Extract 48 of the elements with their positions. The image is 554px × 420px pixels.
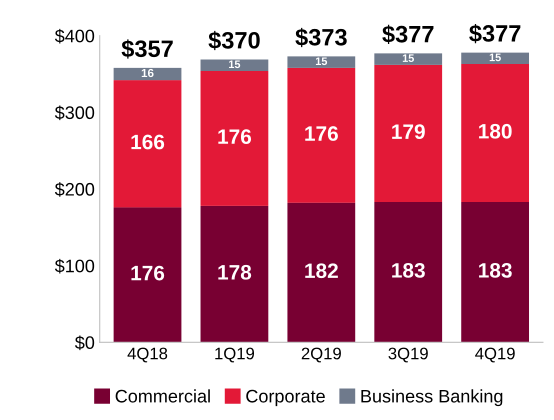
data-label: 166 — [131, 134, 164, 150]
bar — [461, 64, 530, 202]
bar — [114, 80, 182, 208]
bar — [114, 207, 182, 342]
data-label: 183 — [392, 263, 425, 278]
data-label: 176 — [218, 129, 252, 144]
data-label: 15 — [316, 57, 328, 66]
legend-label: Commercial — [116, 389, 210, 403]
x-tick-label: 4Q19 — [475, 348, 515, 362]
legend-label: Corporate — [246, 390, 325, 406]
bar — [114, 68, 182, 80]
bar — [200, 59, 268, 71]
data-label: 176 — [131, 266, 164, 280]
y-tick-label: $100 — [54, 258, 94, 274]
y-tick-label: $300 — [54, 106, 94, 120]
data-label: 176 — [305, 126, 338, 141]
legend-label: Business Banking — [361, 389, 502, 406]
bar — [461, 52, 530, 64]
data-label: 15 — [229, 60, 240, 68]
y-tick-label: $200 — [54, 182, 94, 197]
bar — [461, 202, 530, 342]
x-tick-label: 2Q19 — [302, 348, 341, 362]
bar — [200, 206, 268, 342]
data-label: 15 — [402, 54, 414, 62]
bar — [374, 64, 442, 202]
total-label: $357 — [122, 39, 173, 59]
bar — [374, 202, 442, 342]
bar — [287, 202, 356, 342]
data-label: 15 — [490, 54, 501, 62]
bar — [287, 56, 356, 68]
total-label: $377 — [469, 24, 520, 44]
x-tick-label: 1Q19 — [215, 348, 254, 362]
data-label: 16 — [142, 68, 154, 78]
data-label: 178 — [218, 264, 252, 280]
x-tick-label: 4Q18 — [128, 348, 168, 362]
y-tick-label: $0 — [74, 335, 94, 350]
bar — [374, 53, 442, 65]
x-tick-label: 3Q19 — [388, 348, 428, 362]
total-label: $373 — [295, 28, 347, 48]
data-label: 183 — [479, 263, 512, 278]
data-label: 182 — [305, 263, 338, 278]
bar — [200, 70, 268, 206]
total-label: $377 — [382, 24, 434, 44]
data-label: 179 — [392, 124, 425, 140]
y-tick-label: $400 — [54, 28, 94, 44]
total-label: $370 — [208, 30, 260, 50]
data-label: 180 — [479, 124, 512, 139]
bar — [287, 68, 356, 203]
